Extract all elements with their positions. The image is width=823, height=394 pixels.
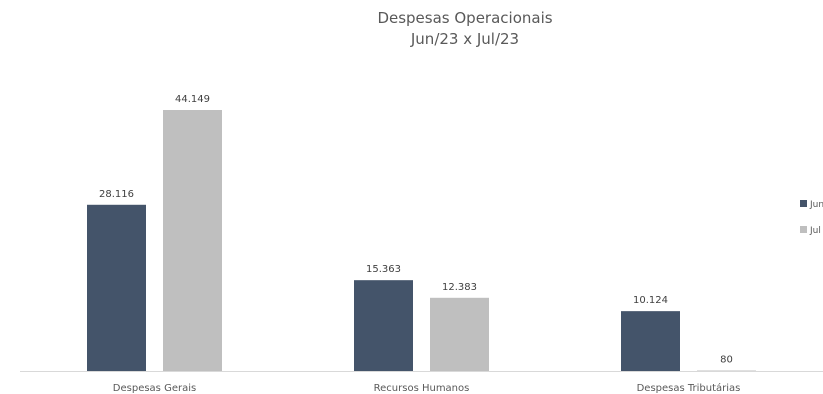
bar-jul-2 xyxy=(430,297,489,371)
category-label-2: Recursos Humanos xyxy=(374,383,470,394)
chart-title-line: Despesas Operacionais xyxy=(377,9,553,27)
legend-label-jul: Jul xyxy=(809,226,821,236)
data-label-jul-1: 44.149 xyxy=(175,94,210,105)
legend-label-jun: Jun xyxy=(809,200,823,210)
bar-jun-3 xyxy=(621,311,680,371)
data-label-jun-3: 10.124 xyxy=(633,295,668,306)
bar-jul-1 xyxy=(163,110,222,371)
legend-swatch-jun xyxy=(800,200,807,207)
data-label-jun-2: 15.363 xyxy=(366,264,401,275)
data-label-jun-1: 28.116 xyxy=(99,189,134,200)
bar-jun-1 xyxy=(87,204,146,371)
category-label-1: Despesas Gerais xyxy=(113,383,196,394)
chart-title: Despesas Operacionais Jun/23 x Jul/23 xyxy=(0,8,823,50)
bar-jun-2 xyxy=(354,280,413,371)
chart-subtitle-line: Jun/23 x Jul/23 xyxy=(410,30,520,48)
legend-swatch-jul xyxy=(800,226,807,233)
data-label-jul-3: 80 xyxy=(720,355,733,366)
data-label-jul-2: 12.383 xyxy=(442,282,477,293)
category-label-3: Despesas Tributárias xyxy=(637,382,741,394)
